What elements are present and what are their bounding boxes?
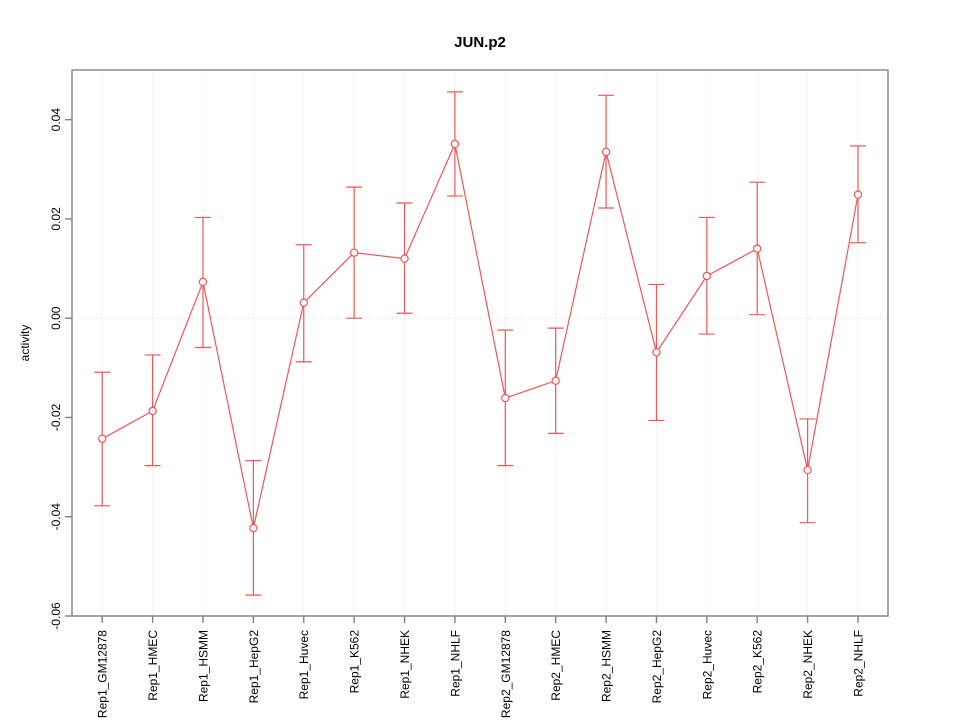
y-tick-label: 0.04 [49, 108, 63, 132]
data-point [652, 348, 661, 357]
x-tick-label: Rep1_Huvec [297, 630, 311, 699]
y-axis-label: activity [18, 324, 32, 362]
x-tick-label: Rep1_K562 [348, 630, 362, 694]
data-point [450, 139, 460, 149]
plot-border [71, 69, 889, 617]
data-point [853, 190, 863, 199]
data-point [551, 376, 560, 385]
y-tick-label: -0.02 [49, 403, 63, 431]
x-tick-label: Rep1_NHLF [448, 630, 462, 697]
x-tick-label: Rep1_GM12878 [96, 630, 110, 718]
y-tick-label: 0.00 [49, 306, 63, 330]
x-tick-label: Rep2_GM12878 [499, 630, 513, 718]
data-point [198, 277, 208, 287]
data-point [803, 465, 812, 475]
data-point [97, 434, 107, 443]
x-tick-label: Rep2_HSMM [600, 630, 614, 702]
data-point [249, 523, 258, 533]
x-tick-label: Rep2_NHEK [801, 630, 815, 699]
x-tick-label: Rep2_NHLF [852, 630, 866, 697]
data-point [299, 298, 308, 307]
series-line [101, 141, 859, 529]
data-point [702, 271, 712, 281]
x-tick-label: Rep1_HMEC [146, 630, 160, 701]
y-tick-label: 0.02 [49, 207, 63, 231]
data-point [148, 406, 157, 416]
x-tick-label: Rep1_HepG2 [247, 630, 261, 704]
data-point [349, 248, 359, 257]
x-tick-label: Rep1_NHEK [398, 630, 412, 699]
x-tick-label: Rep1_HSMM [196, 630, 210, 702]
x-tick-label: Rep2_HepG2 [650, 630, 664, 704]
x-tick-label: Rep2_Huvec [700, 630, 714, 699]
data-point [601, 147, 611, 157]
x-tick-label: Rep2_K562 [751, 630, 765, 694]
data-point [501, 393, 510, 403]
chart-title: JUN.p2 [454, 34, 506, 51]
y-tick-label: -0.04 [49, 503, 63, 531]
data-point [400, 254, 409, 263]
data-point [753, 244, 762, 253]
y-tick-label: -0.06 [49, 602, 63, 630]
x-tick-label: Rep2_HMEC [549, 630, 563, 701]
